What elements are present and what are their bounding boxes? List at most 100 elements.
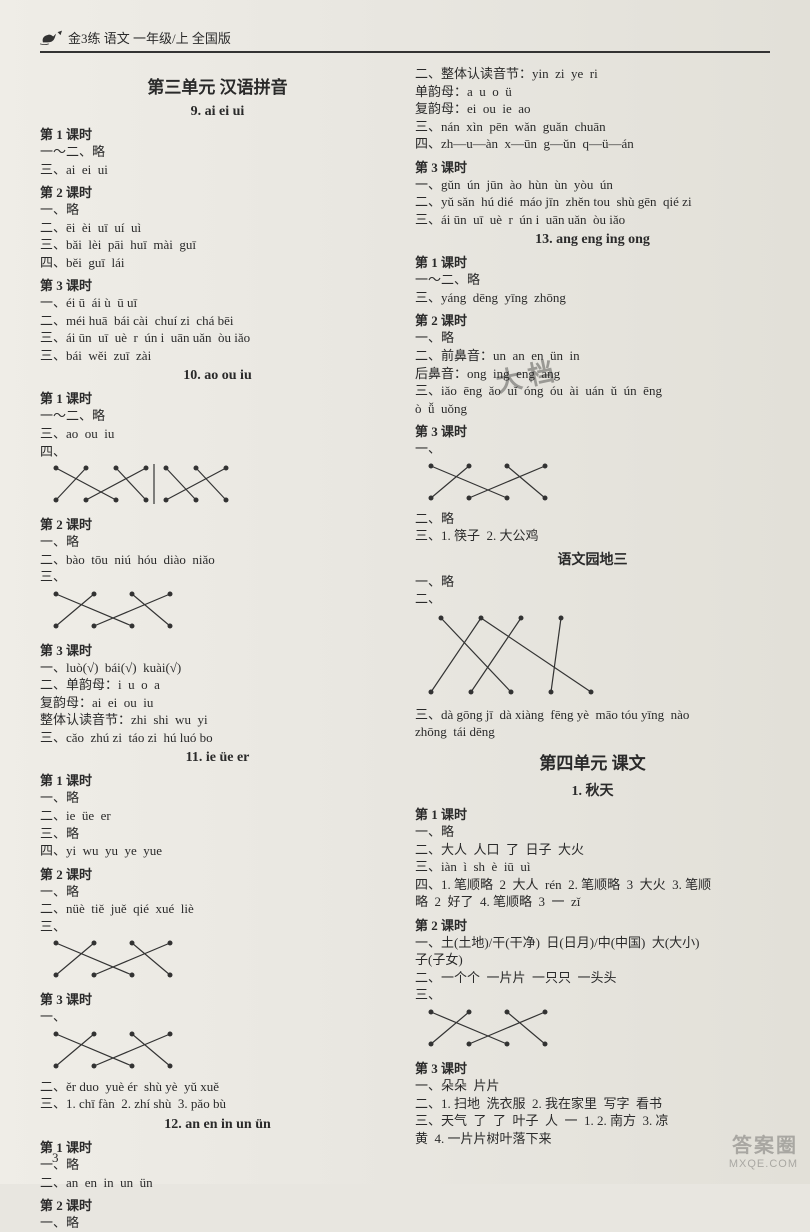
answer-line: 二、méi huā bái cài chuí zi chá bēi (40, 312, 395, 330)
lesson-title: 第 3 课时 (40, 275, 395, 294)
answer-line: 二、 (415, 590, 770, 608)
answer-line: 二、大人 人口 了 日子 大火 (415, 841, 770, 859)
section-title: 12. an en in un ün (40, 1117, 395, 1133)
answer-line: 一、略 (40, 1156, 395, 1174)
watermark: 答案圈 MXQE.COM (729, 1129, 798, 1170)
lesson-title: 第 2 课时 (415, 310, 770, 329)
answer-line: 四、běi guī lái (40, 254, 395, 272)
bird-icon (40, 29, 62, 47)
answer-line: 二、yǔ sǎn hú dié máo jīn zhěn tou shù gēn… (415, 193, 770, 211)
answer-line: ò ǚ uǒng (415, 400, 770, 418)
lesson-title: 第 2 课时 (40, 182, 395, 201)
answer-line: 二、nüè tiě juě qié xué liè (40, 900, 395, 918)
answer-line: 一、gǔn ún jūn ào hùn ùn yòu ún (415, 176, 770, 194)
answer-line: 二、单韵母：i u o a (40, 676, 395, 694)
matching-diagram (46, 937, 395, 985)
lesson-title: 第 1 课时 (415, 804, 770, 823)
matching-diagram (421, 460, 770, 508)
answer-line: 三、nán xìn pēn wǎn guǎn chuān (415, 118, 770, 136)
watermark-line1: 答案圈 (729, 1129, 798, 1158)
answer-line: 一、略 (40, 789, 395, 807)
answer-line: 略 2 好了 4. 笔顺略 3 一 zǐ (415, 893, 770, 911)
answer-line: 三、dà gōng jī dà xiàng fēng yè māo tóu yī… (415, 706, 770, 724)
section-title: 11. ie üe er (40, 750, 395, 766)
lesson-title: 第 2 课时 (40, 864, 395, 883)
answer-line: 一、略 (415, 573, 770, 591)
matching-diagram (421, 1006, 770, 1054)
answer-line: 二、an en in un ün (40, 1174, 395, 1192)
answer-line: 四、yi wu yu ye yue (40, 842, 395, 860)
answer-line: 三、bái wěi zuī zài (40, 347, 395, 365)
answer-line: 三、 (40, 918, 395, 936)
answer-line: 三、yáng dēng yīng zhōng (415, 289, 770, 307)
lesson-title: 第 2 课时 (40, 514, 395, 533)
unit-title: 第四单元 课文 (415, 749, 770, 774)
content-columns: 第三单元 汉语拼音9. ai ei ui第 1 课时一～二、略三、ai ei u… (40, 65, 770, 1232)
answer-line: 三、iǎo ēng ǎo uǐ óng óu ài uán ǔ ún ēng (415, 382, 770, 400)
answer-line: 二、1. 扫地 洗衣服 2. 我在家里 写字 看书 (415, 1095, 770, 1113)
answer-line: 复韵母：ei ou ie ao (415, 100, 770, 118)
page-header: 金3练 语文 一年级/上 全国版 (40, 28, 770, 53)
answer-line: 三、天气 了 了 叶子 人 一 1. 2. 南方 3. 凉 (415, 1112, 770, 1130)
answer-line: 三、ái ūn uī uè r ún i uān uǎn òu iǎo (415, 211, 770, 229)
answer-line: 一、略 (40, 533, 395, 551)
section-title: 10. ao ou iu (40, 368, 395, 384)
answer-line: 一、略 (40, 883, 395, 901)
page-root: 金3练 语文 一年级/上 全国版 第三单元 汉语拼音9. ai ei ui第 1… (0, 0, 810, 1184)
answer-line: 二、bào tōu niú hóu diào niǎo (40, 551, 395, 569)
matching-diagram (421, 610, 770, 704)
section-title: 13. ang eng ing ong (415, 232, 770, 248)
answer-line: 三、bǎi lèi pāi huī mài guī (40, 236, 395, 254)
right-column: 二、整体认读音节：yin zi ye ri单韵母：a u o ü复韵母：ei o… (415, 65, 770, 1232)
answer-line: 二、ēi èi uī uí uì (40, 219, 395, 237)
answer-line: 三、ái ūn uī uè r ún i uān uǎn òu iǎo (40, 329, 395, 347)
lesson-title: 第 1 课时 (40, 1137, 395, 1156)
answer-line: 一、朵朵 片片 (415, 1077, 770, 1095)
answer-line: 复韵母：ai ei ou iu (40, 694, 395, 712)
matching-diagram (46, 1028, 395, 1076)
answer-line: 二、ěr duo yuè ér shù yè yǔ xuě (40, 1078, 395, 1096)
answer-line: 一、luò(√) bái(√) kuài(√) (40, 659, 395, 677)
section-title: 9. ai ei ui (40, 104, 395, 120)
lesson-title: 第 1 课时 (40, 124, 395, 143)
lesson-title: 第 1 课时 (40, 388, 395, 407)
lesson-title: 第 3 课时 (415, 421, 770, 440)
matching-diagram (46, 462, 395, 510)
matching-diagram (46, 588, 395, 636)
answer-line: 四、 (40, 443, 395, 461)
lesson-title: 第 2 课时 (40, 1195, 395, 1214)
lesson-title: 第 3 课时 (40, 989, 395, 1008)
answer-line: 三、略 (40, 825, 395, 843)
section-title: 语文园地三 (415, 549, 770, 569)
lesson-title: 第 3 课时 (40, 640, 395, 659)
lesson-title: 第 1 课时 (40, 770, 395, 789)
answer-line: 四、zh—u—àn x—ūn g—ǔn q—ü—án (415, 135, 770, 153)
answer-line: 整体认读音节：zhi shi wu yi (40, 711, 395, 729)
watermark-line2: MXQE.COM (729, 1158, 798, 1170)
answer-line: 一、土(土地)/干(干净) 日(日月)/中(中国) 大(大小) (415, 934, 770, 952)
answer-line: 二、ie üe er (40, 807, 395, 825)
left-column: 第三单元 汉语拼音9. ai ei ui第 1 课时一～二、略三、ai ei u… (40, 65, 395, 1232)
answer-line: 三、cǎo zhú zi táo zi hú luó bo (40, 729, 395, 747)
answer-line: 一～二、略 (40, 407, 395, 425)
section-title: 1. 秋天 (415, 780, 770, 800)
answer-line: 一、 (40, 1008, 395, 1026)
answer-line: 三、ai ei ui (40, 161, 395, 179)
answer-line: 一～二、略 (40, 143, 395, 161)
answer-line: 一、略 (40, 201, 395, 219)
answer-line: 二、略 (415, 510, 770, 528)
answer-line: 三、iàn ì sh è iū uì (415, 858, 770, 876)
answer-line: 后鼻音：ong ing eng ang (415, 365, 770, 383)
answer-line: 三、 (40, 568, 395, 586)
answer-line: 二、前鼻音：un an en ün in (415, 347, 770, 365)
answer-line: 三、 (415, 986, 770, 1004)
answer-line: 一、略 (40, 1214, 395, 1232)
lesson-title: 第 1 课时 (415, 252, 770, 271)
answer-line: 二、整体认读音节：yin zi ye ri (415, 65, 770, 83)
answer-line: 黄 4. 一片片树叶落下来 (415, 1130, 770, 1148)
lesson-title: 第 3 课时 (415, 1058, 770, 1077)
answer-line: 一、 (415, 440, 770, 458)
answer-line: 四、1. 笔顺略 2 大人 rén 2. 笔顺略 3 大火 3. 笔顺 (415, 876, 770, 894)
answer-line: 二、一个个 一片片 一只只 一头头 (415, 969, 770, 987)
page-number: 3 (52, 1150, 59, 1166)
